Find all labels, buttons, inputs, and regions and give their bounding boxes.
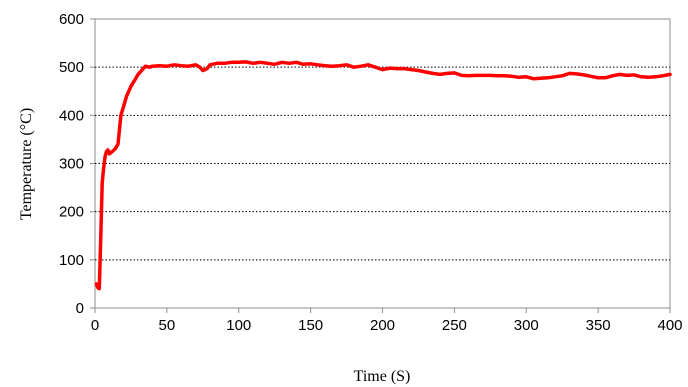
x-tick-label: 100: [226, 317, 251, 334]
x-tick-label: 200: [370, 317, 395, 334]
x-axis-title: Time (S): [354, 368, 411, 385]
y-tick-label: 600: [59, 11, 84, 28]
x-tick-label: 250: [442, 317, 467, 334]
temperature-series-line: [94, 60, 672, 291]
x-tick-label: 300: [514, 317, 539, 334]
y-axis-ticks: 0 100 200 300 400 500 600: [59, 11, 95, 317]
y-tick-label: 0: [76, 300, 84, 317]
x-tick-label: 400: [657, 317, 682, 334]
y-axis-title: Temperature (°C): [18, 108, 35, 220]
series-layer: [94, 60, 672, 291]
y-tick-label: 300: [59, 156, 84, 173]
y-tick-label: 400: [59, 107, 84, 124]
x-tick-label: 350: [586, 317, 611, 334]
x-tick-label: 0: [91, 317, 99, 334]
x-axis-ticks: 0 50 100 150 200 250 300 350 400: [91, 308, 683, 334]
x-tick-label: 50: [159, 317, 176, 334]
y-tick-label: 100: [59, 252, 84, 269]
y-tick-label: 200: [59, 204, 84, 221]
y-tick-label: 500: [59, 59, 84, 76]
x-tick-label: 150: [298, 317, 323, 334]
